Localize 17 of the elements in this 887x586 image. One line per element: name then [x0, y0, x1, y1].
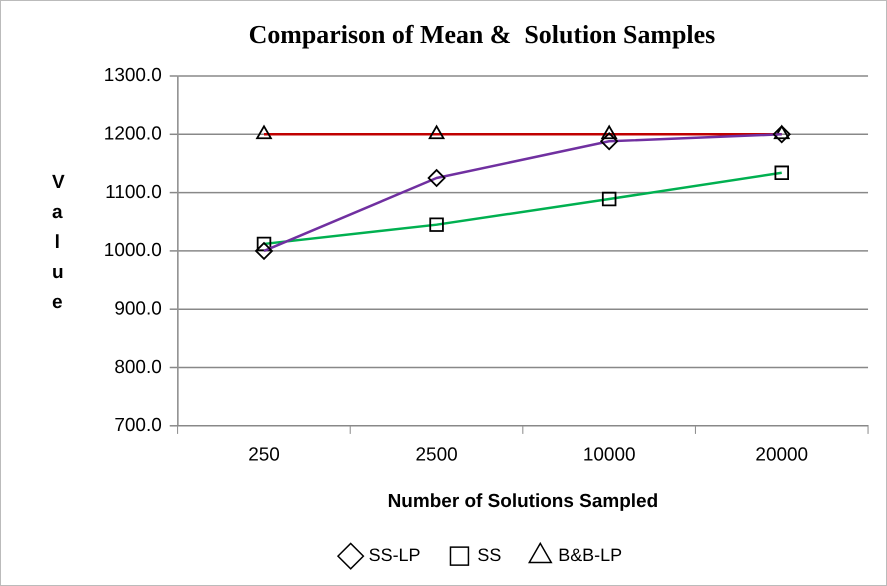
- y-tick-label: 1200.0: [104, 124, 162, 144]
- y-tick-label: 1300.0: [104, 65, 162, 86]
- y-axis-title: Value: [52, 171, 65, 315]
- x-tick-label: 10000: [582, 444, 636, 466]
- legend-label: B&B-LP: [558, 545, 622, 566]
- x-axis-title: Number of Solutions Sampled: [388, 491, 658, 512]
- x-tick-label: 20000: [755, 444, 808, 466]
- y-tick-label: 1000.0: [104, 240, 162, 262]
- y-tick-label: 700.0: [114, 415, 162, 436]
- x-tick-label: 2500: [416, 444, 458, 466]
- y-tick-label: 800.0: [114, 356, 162, 378]
- legend-label: SS-LP: [368, 545, 421, 566]
- chart-title: Comparison of Mean & Solution Samples: [248, 20, 716, 50]
- legend-label: SS: [477, 545, 502, 566]
- y-tick-label: 1100.0: [105, 182, 162, 203]
- y-tick-label: 900.0: [114, 298, 162, 320]
- x-tick-label: 250: [248, 444, 280, 466]
